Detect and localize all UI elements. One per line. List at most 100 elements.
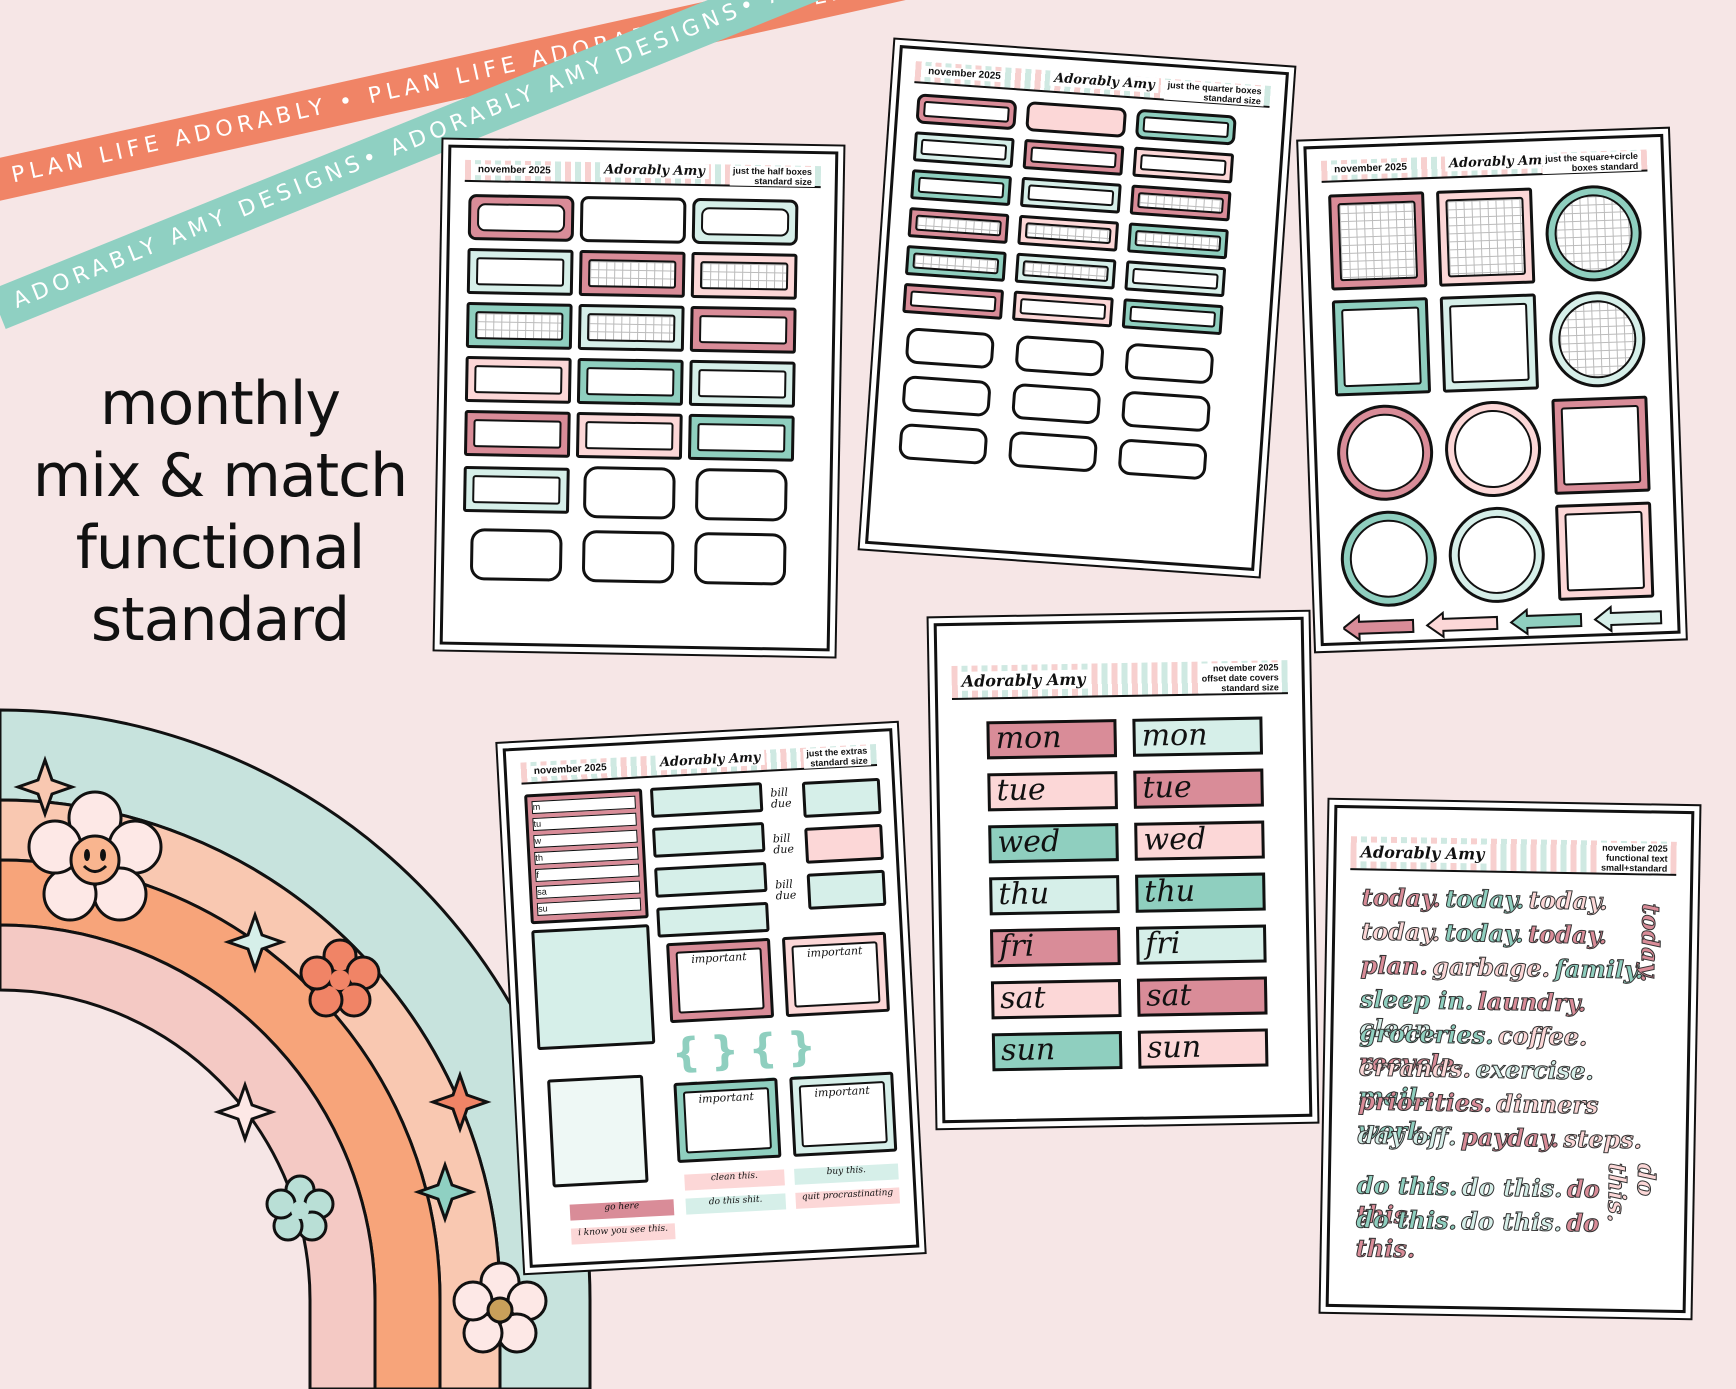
sheet-title: november 2025 functional text small+standa… — [1597, 842, 1671, 874]
bill-due-lines — [804, 823, 885, 864]
sheet-month: november 2025 — [1331, 161, 1411, 176]
headline-line-3: functional — [75, 513, 366, 583]
important-label: important — [675, 947, 765, 1014]
text-sticker: do this. — [1355, 1204, 1458, 1236]
half-box-grid — [578, 249, 686, 298]
brace-icons: {}{}{}{} — [670, 1023, 830, 1123]
sparkle-icon — [213, 1080, 277, 1144]
sticker-sheet-square-circle: november 2025 Adorably Amy just the squa… — [1303, 133, 1681, 647]
text-sticker: do this. — [1461, 1172, 1563, 1204]
important-box: important — [781, 931, 890, 1018]
sheet-header: november 2025 Adorably Amy just the half… — [464, 159, 822, 189]
text-sticker: dinners — [1496, 1088, 1600, 1120]
checklist-day: sa — [535, 880, 641, 899]
text-sticker-vertical: do this. — [1602, 1162, 1662, 1223]
smiley-flower-icon — [27, 790, 163, 922]
sticker-sheet-half-boxes: november 2025 Adorably Amy just the half… — [439, 144, 839, 652]
text-sticker: today. — [1528, 885, 1608, 916]
sheet-brand: Adorably Amy — [1444, 152, 1554, 172]
frame-box — [1011, 382, 1102, 425]
text-sticker: steps. — [1563, 1123, 1643, 1155]
sheet-title-line-2: standard size — [1221, 682, 1279, 694]
mint-flower-icon — [265, 1174, 335, 1242]
square-box-grid — [1328, 191, 1428, 291]
sheet-month: november 2025 — [924, 65, 1005, 83]
habit-tracker — [656, 901, 770, 938]
text-sticker: coffee. — [1497, 1020, 1588, 1052]
arrow-left-icon — [1342, 613, 1415, 642]
date-cover-sat: sat — [1136, 976, 1268, 1017]
frame-box — [1117, 438, 1208, 481]
text-sticker: today. — [1527, 919, 1608, 950]
text-sticker: plan. — [1360, 950, 1429, 981]
important-label: important — [682, 1087, 772, 1154]
quarter-box — [902, 282, 1005, 320]
half-box — [462, 465, 570, 514]
important-box: important — [666, 937, 775, 1024]
text-sticker: do this. — [1356, 1170, 1458, 1202]
square-box — [1439, 293, 1540, 393]
quarter-box — [1121, 298, 1224, 336]
label-strip: go here — [569, 1199, 675, 1221]
date-cover-mon: mon — [986, 719, 1118, 760]
date-cover-thu: thu — [1135, 872, 1266, 913]
sheet-title: just the half boxes standard size — [729, 165, 816, 188]
text-sticker: groceries. — [1359, 1018, 1495, 1050]
important-box: important — [673, 1077, 782, 1163]
word-row: today. today. today. — [1361, 882, 1632, 916]
checklist-day: m — [531, 795, 636, 815]
word-row: plan. garbage. family. — [1360, 950, 1650, 985]
quarter-box — [1124, 260, 1227, 298]
checklist-day: tu — [532, 812, 637, 832]
quarter-box-grid — [904, 244, 1007, 282]
square-box-grid — [1436, 187, 1536, 287]
word-row: day off. payday. steps. — [1357, 1120, 1657, 1155]
frame-box — [693, 531, 787, 586]
frame-box — [898, 422, 989, 466]
coral-flower-icon — [299, 938, 381, 1018]
frame-box — [694, 468, 788, 522]
circle-box — [1335, 403, 1435, 503]
frame-box — [581, 530, 675, 584]
label-strip: clean this. — [684, 1169, 785, 1191]
frame-box — [469, 528, 563, 582]
sheet-title: november 2025 offset date covers standard … — [1198, 662, 1282, 694]
half-box-grid — [465, 301, 573, 350]
half-box — [467, 193, 575, 242]
product-headline: monthly mix & match functional standard — [20, 368, 420, 656]
rainbow-illustration — [0, 708, 592, 1389]
quarter-box — [1022, 138, 1125, 176]
half-box — [687, 413, 795, 462]
important-label: important — [791, 941, 881, 1008]
sparkle-icon — [13, 755, 77, 819]
quarter-box — [910, 169, 1013, 207]
date-cover-tue: tue — [987, 771, 1118, 812]
headline-line-4: standard — [90, 585, 350, 655]
bill-due-label: bill due — [770, 785, 792, 811]
checklist-day: w — [533, 829, 638, 849]
sticker-sheet-date-covers: Adorably Amy november 2025 offset date co… — [933, 616, 1313, 1124]
sheet-title-line-2: standard size — [754, 175, 812, 187]
text-sticker: payday. — [1460, 1122, 1560, 1154]
text-sticker: today. — [1444, 883, 1525, 915]
frame-box — [1014, 334, 1105, 377]
half-box — [464, 355, 572, 404]
quarter-box — [1019, 176, 1122, 214]
date-cover-thu: thu — [989, 875, 1120, 916]
sticker-sheet-extras: november 2025 Adorably Amy just the extr… — [502, 728, 920, 1268]
circle-box-grid — [1543, 183, 1644, 284]
important-label: important — [798, 1081, 888, 1148]
headline-line-2: mix & match — [32, 441, 408, 511]
half-box — [691, 197, 799, 246]
white-flower-icon — [452, 1261, 548, 1354]
weekly-checklist — [531, 924, 656, 1051]
important-box: important — [789, 1071, 898, 1157]
date-cover-sun: sun — [991, 1031, 1123, 1072]
quarter-box-grid — [1017, 214, 1120, 252]
sheet-brand: Adorably Amy — [957, 669, 1090, 691]
sheet-brand: Adorably Amy — [1356, 842, 1489, 864]
frame-box — [901, 375, 992, 418]
date-cover-tue: tue — [1133, 768, 1264, 809]
date-cover-mon: mon — [1132, 716, 1264, 757]
checklist-day: su — [536, 897, 642, 916]
